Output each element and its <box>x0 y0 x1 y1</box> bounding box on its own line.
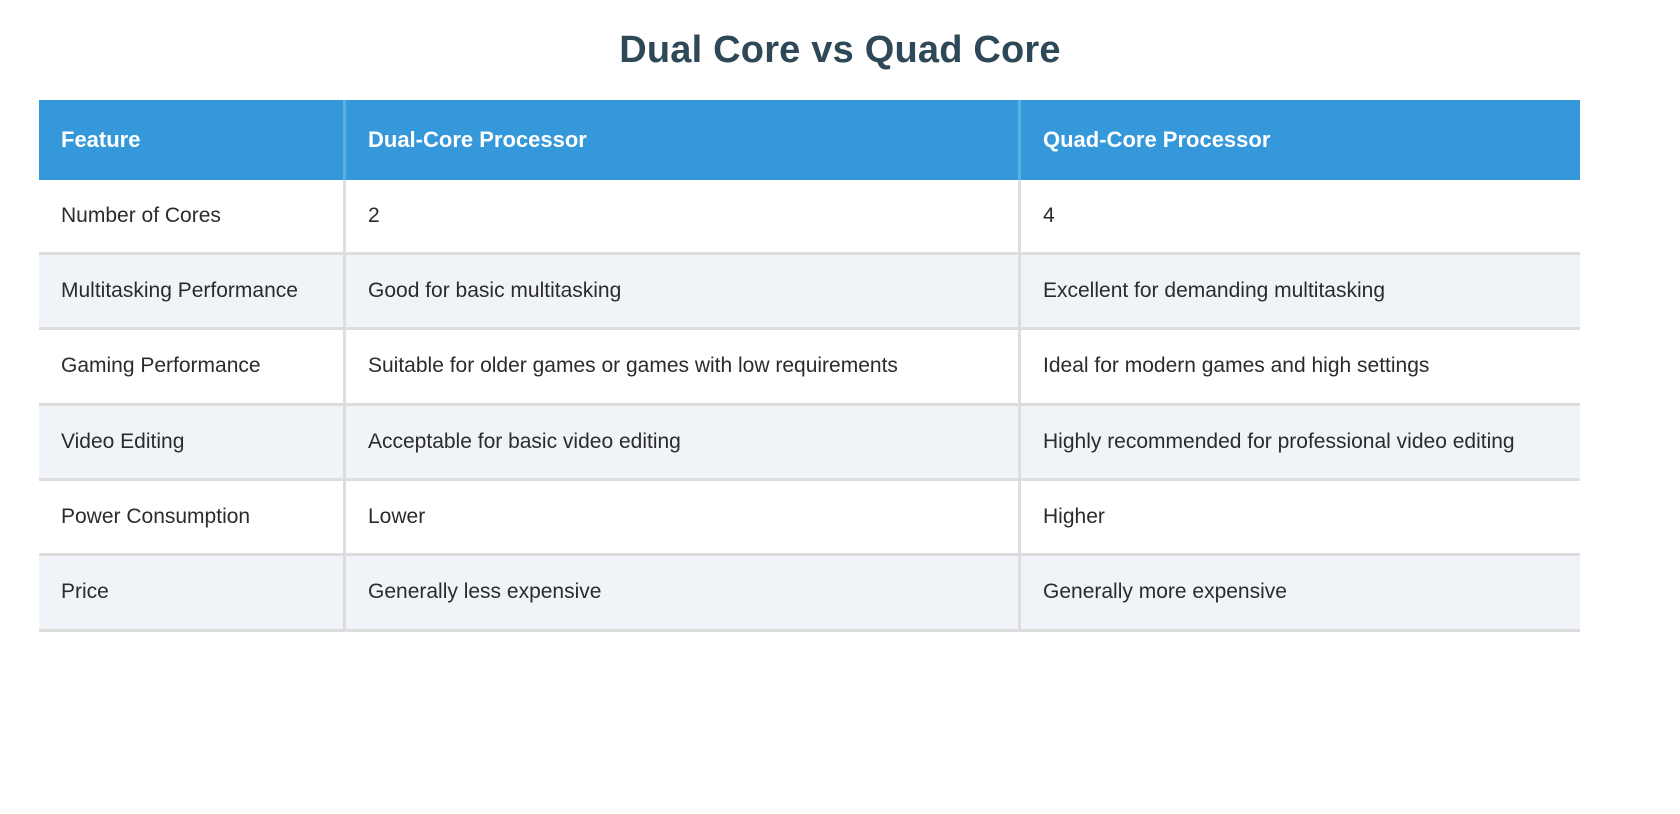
table-header-row: Feature Dual-Core Processor Quad-Core Pr… <box>39 100 1580 180</box>
table-header: Feature Dual-Core Processor Quad-Core Pr… <box>39 100 1580 180</box>
column-header-quad-core: Quad-Core Processor <box>1021 100 1580 180</box>
page-title: Dual Core vs Quad Core <box>619 29 1061 71</box>
cell-quad-core: Generally more expensive <box>1021 556 1580 632</box>
column-header-dual-core: Dual-Core Processor <box>346 100 1021 180</box>
cell-dual-core: Generally less expensive <box>346 556 1021 632</box>
cell-feature: Number of Cores <box>39 179 346 255</box>
table-row: Video Editing Acceptable for basic video… <box>39 405 1580 481</box>
table-row: Price Generally less expensive Generally… <box>39 556 1580 632</box>
cell-quad-core: Excellent for demanding multitasking <box>1021 254 1580 331</box>
cell-feature: Power Consumption <box>39 480 346 557</box>
table-row: Gaming Performance Suitable for older ga… <box>39 330 1580 406</box>
comparison-table-wrapper: Feature Dual-Core Processor Quad-Core Pr… <box>39 100 1580 632</box>
cell-quad-core: Ideal for modern games and high settings <box>1021 330 1580 406</box>
cell-quad-core: Higher <box>1021 480 1580 557</box>
cell-dual-core: Suitable for older games or games with l… <box>346 330 1021 406</box>
comparison-table: Feature Dual-Core Processor Quad-Core Pr… <box>39 100 1580 632</box>
cell-dual-core: Good for basic multitasking <box>346 254 1021 331</box>
table-row: Number of Cores 2 4 <box>39 179 1580 255</box>
table-row: Power Consumption Lower Higher <box>39 480 1580 557</box>
cell-dual-core: Acceptable for basic video editing <box>346 405 1021 481</box>
cell-dual-core: Lower <box>346 480 1021 557</box>
column-header-feature: Feature <box>39 100 346 180</box>
table-body: Number of Cores 2 4 Multitasking Perform… <box>39 179 1580 632</box>
cell-feature: Price <box>39 556 346 632</box>
cell-quad-core: 4 <box>1021 179 1580 255</box>
cell-feature: Multitasking Performance <box>39 254 346 331</box>
cell-feature: Gaming Performance <box>39 330 346 406</box>
table-row: Multitasking Performance Good for basic … <box>39 254 1580 331</box>
cell-feature: Video Editing <box>39 405 346 481</box>
cell-dual-core: 2 <box>346 179 1021 255</box>
cell-quad-core: Highly recommended for professional vide… <box>1021 405 1580 481</box>
